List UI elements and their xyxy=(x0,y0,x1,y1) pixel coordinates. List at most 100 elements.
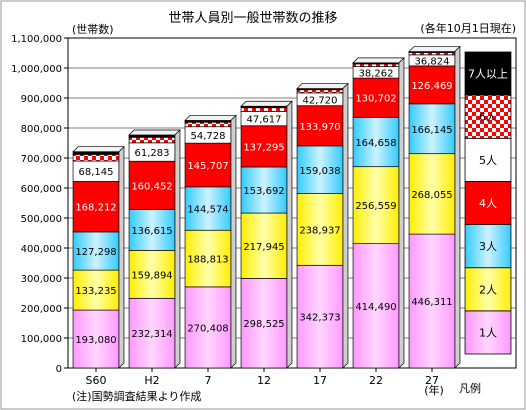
bar-segment xyxy=(128,136,176,144)
data-label: 193,080 xyxy=(75,335,116,346)
bar-segment xyxy=(296,193,344,266)
bar-segment xyxy=(296,105,344,147)
x-tick-label: S60 xyxy=(86,374,107,387)
data-label: 217,945 xyxy=(243,242,284,253)
bar-segment xyxy=(352,243,400,369)
data-label: 164,658 xyxy=(355,138,396,149)
x-axis-labels: S60 H2 7 12 17 22 27 xyxy=(86,368,439,387)
data-label: 127,298 xyxy=(75,247,116,258)
data-label: 159,894 xyxy=(131,270,172,281)
bar-segment xyxy=(184,121,232,128)
x-tick-label: 12 xyxy=(257,374,271,387)
data-label: 446,311 xyxy=(411,297,452,308)
bar-top-face xyxy=(352,57,405,64)
y-tick-label: 1,000,000 xyxy=(11,64,62,75)
chart-title: 世帯人員別一般世帯数の推移 xyxy=(168,10,337,26)
legend-label: 2人 xyxy=(479,283,497,296)
bar-segment xyxy=(408,65,456,105)
data-label: 414,490 xyxy=(355,302,396,313)
legend-label: 1人 xyxy=(479,326,497,339)
y-tick-label: 300,000 xyxy=(21,274,62,285)
footnote: (注)国勢調査結果より作成 xyxy=(72,389,201,403)
data-label: 298,525 xyxy=(243,319,284,330)
legend-axis-label: 凡例 xyxy=(459,381,481,395)
bar-side-face xyxy=(230,114,237,369)
bar-top-face xyxy=(72,146,125,153)
data-label: 160,452 xyxy=(131,181,172,192)
data-label: 168,212 xyxy=(75,203,116,214)
data-label: 61,283 xyxy=(135,148,170,159)
bar-segment xyxy=(184,186,232,231)
date-note: (各年10月1日現在) xyxy=(420,21,516,35)
x-tick-label: H2 xyxy=(144,374,159,387)
bar-segment xyxy=(240,125,288,168)
data-label: 136,615 xyxy=(131,226,172,237)
data-label: 145,707 xyxy=(187,161,228,172)
data-label: 36,824 xyxy=(415,56,450,67)
data-label: 133,235 xyxy=(75,286,116,297)
legend-swatch xyxy=(464,51,512,96)
bar-segment xyxy=(128,160,176,210)
data-label: 256,559 xyxy=(355,201,396,212)
bar-top-face xyxy=(184,115,237,121)
data-label: 268,055 xyxy=(411,190,452,201)
legend-swatch xyxy=(464,181,512,225)
bar-segment xyxy=(184,286,232,369)
bar-segment xyxy=(240,212,288,279)
bar-top-face xyxy=(240,100,293,107)
data-label: 130,702 xyxy=(355,94,396,105)
bar-segment xyxy=(72,151,120,155)
data-label: 126,469 xyxy=(411,81,452,92)
data-label: 47,617 xyxy=(247,115,282,126)
data-label: 137,295 xyxy=(243,142,284,153)
y-tick-label: 600,000 xyxy=(21,184,62,195)
legend-swatch xyxy=(464,224,512,269)
data-label: 270,408 xyxy=(187,323,228,334)
legend-swatch xyxy=(464,267,512,312)
bar-side-face xyxy=(118,145,125,369)
bar-side-face xyxy=(398,57,405,369)
legend-label: 7人以上 xyxy=(468,68,508,81)
bar-side-face xyxy=(454,45,461,369)
data-label: 166,145 xyxy=(411,125,452,136)
data-label: 153,692 xyxy=(243,186,284,197)
y-tick-label: 700,000 xyxy=(21,154,62,165)
legend-swatch xyxy=(464,137,512,182)
legend-label: 4人 xyxy=(479,197,497,210)
y-axis-ticks: 0 100,000 200,000 300,000 400,000 500,000 600,… xyxy=(11,34,68,375)
bar-segment xyxy=(128,209,176,251)
data-label: 144,574 xyxy=(187,205,228,216)
bar-segment xyxy=(408,233,456,369)
bar-segment xyxy=(240,166,288,214)
y-tick-label: 400,000 xyxy=(21,244,62,255)
bar-segment xyxy=(72,181,120,233)
stacked-bars: 193,080 133,235 127,298 168,212 68,145 232,31… xyxy=(72,45,461,369)
data-label: 133,970 xyxy=(299,122,340,133)
bar-segment xyxy=(240,107,288,112)
data-label: 159,038 xyxy=(299,166,340,177)
bar-segment xyxy=(352,166,400,245)
data-label: 42,720 xyxy=(303,95,338,106)
bar-segment xyxy=(352,63,400,67)
bar-segment xyxy=(128,297,176,369)
data-label: 38,262 xyxy=(359,68,394,79)
y-tick-label: 900,000 xyxy=(21,94,62,105)
bar-segment xyxy=(296,145,344,194)
data-label: 232,314 xyxy=(131,329,172,340)
bar-segment xyxy=(72,269,120,311)
x-tick-label: 7 xyxy=(205,374,212,387)
year-suffix: (年) xyxy=(424,383,444,397)
y-tick-label: 500,000 xyxy=(21,214,62,225)
x-tick-label: 22 xyxy=(369,374,383,387)
bar-segment xyxy=(408,52,456,56)
data-label: 188,813 xyxy=(187,255,228,266)
y-tick-label: 0 xyxy=(56,364,62,375)
bar-side-face xyxy=(174,129,181,369)
bar-segment xyxy=(128,249,176,299)
data-label: 68,145 xyxy=(79,167,114,178)
y-tick-label: 1,100,000 xyxy=(11,34,62,45)
y-tick-label: 100,000 xyxy=(21,334,62,345)
y-tick-label: 800,000 xyxy=(21,124,62,135)
legend-label: 6人 xyxy=(479,111,497,124)
